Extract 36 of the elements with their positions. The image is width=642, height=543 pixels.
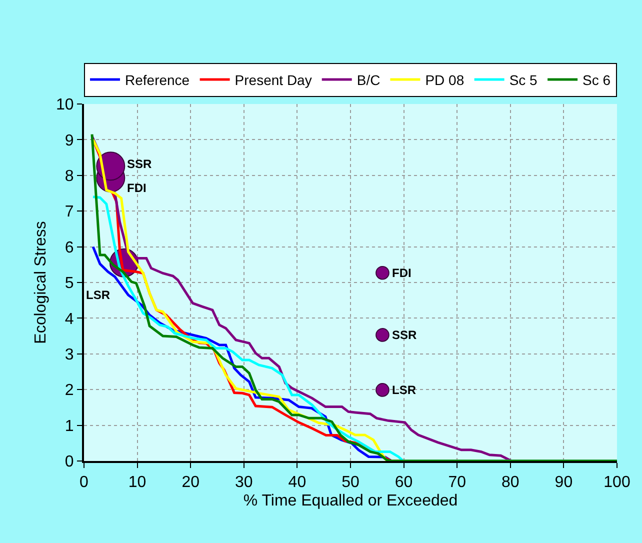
y-axis-title: Ecological Stress	[32, 221, 50, 344]
annotation: LSR	[86, 288, 110, 302]
x-axis-title: % Time Equalled or Exceeded	[243, 492, 458, 510]
y-tick-label: 10	[56, 96, 74, 114]
legend-label: PD 08	[425, 72, 464, 88]
legend-label: B/C	[356, 72, 380, 88]
x-tick-label: 100	[604, 474, 630, 492]
annotation: SSR	[127, 157, 152, 171]
x-tick-label: 80	[502, 474, 520, 492]
x-tick-label: 70	[448, 474, 466, 492]
x-tick-label: 40	[288, 474, 306, 492]
y-tick-label: 9	[64, 132, 74, 150]
y-tick-label: 5	[64, 275, 74, 292]
y-tick-label: 1	[64, 418, 74, 435]
y-tick-label: 4	[64, 310, 74, 328]
y-tick-label: 8	[64, 168, 74, 185]
x-tick-label: 10	[128, 474, 146, 492]
annotation: FDI	[392, 266, 412, 280]
annotation: FDI	[127, 181, 146, 195]
y-tick-label: 0	[64, 454, 74, 471]
x-tick-label: 90	[554, 474, 573, 492]
x-tick-label: 50	[342, 474, 360, 492]
x-tick-label: 0	[80, 474, 89, 492]
annotation: SSR	[392, 328, 418, 342]
y-tick-label: 2	[64, 382, 74, 400]
annotation: LSR	[392, 383, 416, 397]
legend-label: Present Day	[234, 72, 312, 88]
legend-label: Sc 5	[509, 72, 538, 88]
x-tick-label: 60	[394, 474, 413, 492]
y-tick-label: 3	[64, 346, 74, 364]
x-tick-label: 30	[235, 474, 253, 492]
x-tick-label: 20	[182, 474, 200, 492]
legend-label: Reference	[125, 72, 190, 88]
y-tick-label: 7	[64, 204, 74, 221]
y-tick-label: 6	[64, 239, 74, 256]
legend-label: Sc 6	[582, 72, 611, 88]
